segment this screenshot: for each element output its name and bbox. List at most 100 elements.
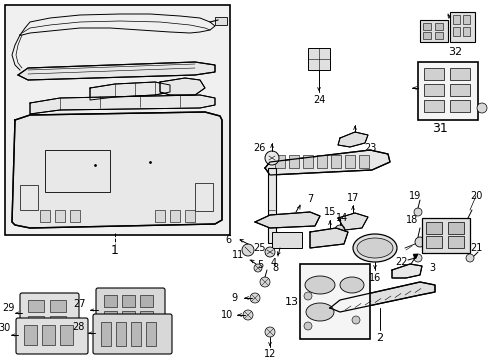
Text: 26: 26: [252, 143, 264, 153]
Circle shape: [351, 316, 359, 324]
Bar: [116, 322, 126, 346]
Text: 27: 27: [74, 299, 86, 309]
Polygon shape: [18, 62, 215, 80]
Polygon shape: [90, 82, 170, 100]
Bar: [55, 210, 65, 222]
Text: 25: 25: [252, 243, 264, 253]
Text: 18: 18: [405, 215, 417, 225]
Text: 3: 3: [428, 263, 434, 273]
Bar: [140, 295, 153, 307]
Text: 10: 10: [221, 310, 233, 320]
Bar: [423, 100, 443, 112]
Bar: [274, 155, 285, 168]
Ellipse shape: [305, 276, 334, 294]
Bar: [447, 236, 463, 248]
Circle shape: [264, 247, 274, 257]
Bar: [449, 100, 469, 112]
Text: 6: 6: [224, 235, 231, 245]
Bar: [288, 155, 298, 168]
Circle shape: [260, 277, 269, 287]
Circle shape: [264, 151, 279, 165]
Bar: [434, 32, 442, 39]
Bar: [447, 222, 463, 234]
Bar: [60, 325, 73, 345]
Bar: [40, 210, 50, 222]
Bar: [421, 218, 469, 253]
Bar: [50, 300, 66, 312]
Polygon shape: [264, 150, 389, 175]
Circle shape: [304, 322, 311, 330]
Bar: [104, 311, 117, 323]
Text: 30: 30: [0, 323, 10, 333]
Text: 7: 7: [306, 194, 312, 204]
Bar: [122, 311, 135, 323]
Bar: [155, 210, 164, 222]
Ellipse shape: [352, 234, 396, 262]
Bar: [452, 15, 459, 24]
Bar: [170, 210, 180, 222]
Bar: [195, 183, 213, 211]
Text: 16: 16: [368, 273, 380, 283]
Bar: [70, 210, 80, 222]
Bar: [5, 5, 229, 235]
Bar: [101, 322, 111, 346]
Bar: [303, 155, 312, 168]
Circle shape: [253, 264, 262, 272]
Text: 24: 24: [312, 95, 325, 105]
Bar: [462, 15, 469, 24]
Bar: [449, 68, 469, 80]
Polygon shape: [337, 213, 367, 230]
Text: 28: 28: [72, 322, 84, 332]
Text: 21: 21: [469, 243, 481, 253]
Bar: [358, 155, 368, 168]
Text: 20: 20: [469, 191, 481, 201]
Bar: [452, 27, 459, 36]
Text: 11: 11: [231, 250, 244, 260]
Text: 2: 2: [376, 333, 383, 343]
Bar: [24, 325, 37, 345]
Bar: [425, 222, 441, 234]
Bar: [267, 168, 275, 243]
Bar: [316, 155, 326, 168]
Bar: [299, 264, 369, 339]
Bar: [50, 316, 66, 328]
Bar: [330, 155, 340, 168]
Text: 32: 32: [447, 47, 461, 57]
Text: 19: 19: [408, 191, 420, 201]
Text: 15: 15: [323, 207, 336, 217]
Circle shape: [465, 254, 473, 262]
Text: 12: 12: [263, 349, 276, 359]
Circle shape: [413, 254, 421, 262]
Bar: [425, 236, 441, 248]
Polygon shape: [160, 78, 204, 95]
Text: 14: 14: [335, 213, 347, 223]
FancyBboxPatch shape: [20, 293, 79, 335]
Bar: [28, 316, 44, 328]
Bar: [307, 48, 329, 70]
Bar: [122, 295, 135, 307]
Bar: [131, 322, 141, 346]
Text: 29: 29: [2, 303, 14, 313]
Ellipse shape: [339, 277, 363, 293]
Circle shape: [334, 225, 345, 235]
Polygon shape: [309, 228, 347, 248]
Bar: [28, 300, 44, 312]
Polygon shape: [337, 132, 367, 147]
Polygon shape: [329, 282, 434, 312]
Ellipse shape: [305, 303, 333, 321]
Bar: [345, 155, 354, 168]
Circle shape: [249, 293, 260, 303]
Bar: [146, 322, 156, 346]
Text: 1: 1: [111, 243, 119, 256]
Text: 13: 13: [285, 297, 298, 307]
Polygon shape: [254, 212, 319, 228]
Bar: [462, 27, 469, 36]
Bar: [140, 311, 153, 323]
Bar: [20, 185, 38, 210]
Bar: [417, 62, 477, 120]
Circle shape: [243, 310, 252, 320]
Text: 5: 5: [256, 260, 263, 270]
Bar: [45, 150, 110, 192]
Bar: [434, 23, 442, 30]
Polygon shape: [12, 112, 222, 228]
